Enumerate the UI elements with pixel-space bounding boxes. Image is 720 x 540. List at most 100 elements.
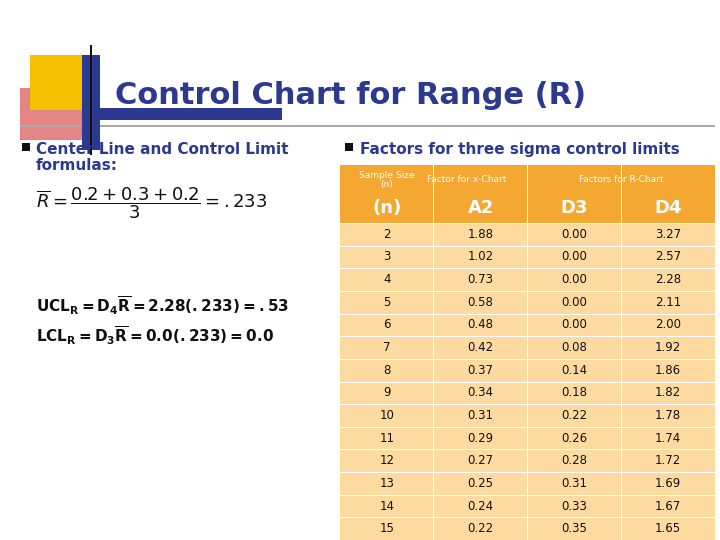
Bar (340, 381, 715, 382)
Text: 11: 11 (379, 431, 395, 444)
Text: 15: 15 (379, 522, 395, 535)
Text: D3: D3 (561, 199, 588, 217)
Text: 0.37: 0.37 (467, 363, 494, 377)
Bar (340, 427, 715, 428)
Text: 0.48: 0.48 (467, 319, 494, 332)
Text: Center Line and Control Limit: Center Line and Control Limit (36, 142, 289, 157)
Bar (340, 427, 715, 449)
Text: 0.31: 0.31 (562, 477, 588, 490)
Text: 0.29: 0.29 (467, 431, 494, 444)
Bar (340, 246, 715, 247)
Text: 0.00: 0.00 (562, 273, 588, 286)
Text: 0.00: 0.00 (562, 296, 588, 309)
Bar (340, 336, 715, 359)
Text: 14: 14 (379, 500, 395, 512)
Text: 1.78: 1.78 (655, 409, 681, 422)
Text: Sample Size: Sample Size (359, 171, 415, 179)
Bar (90, 45, 92, 155)
Bar (340, 314, 715, 336)
Text: Factors for three sigma control limits: Factors for three sigma control limits (360, 142, 680, 157)
Bar (340, 268, 715, 269)
Text: 0.00: 0.00 (562, 319, 588, 332)
Text: Factor for x-Chart: Factor for x-Chart (427, 174, 506, 184)
Text: 0.00: 0.00 (562, 228, 588, 241)
Bar (340, 517, 715, 518)
Bar (340, 291, 715, 292)
Bar (82, 108, 282, 120)
Bar (340, 472, 715, 495)
Bar (340, 314, 715, 315)
Text: 12: 12 (379, 454, 395, 467)
Bar (340, 517, 715, 540)
Text: $\overline{R} = \dfrac{0.2 + 0.3 + 0.2}{3} = .233$: $\overline{R} = \dfrac{0.2 + 0.3 + 0.2}{… (36, 185, 267, 221)
Text: Control Chart for Range (R): Control Chart for Range (R) (115, 80, 586, 110)
Text: 0.18: 0.18 (562, 386, 588, 399)
Text: 2: 2 (383, 228, 391, 241)
Bar (340, 495, 715, 496)
Text: 0.34: 0.34 (467, 386, 494, 399)
Text: 2.00: 2.00 (655, 319, 681, 332)
Text: 1.02: 1.02 (467, 251, 494, 264)
Text: 9: 9 (383, 386, 391, 399)
Text: (n): (n) (372, 199, 402, 217)
Text: $\mathbf{UCL_R = D_4\overline{R} = 2.28(.233) = .53}$: $\mathbf{UCL_R = D_4\overline{R} = 2.28(… (36, 295, 289, 318)
Bar (340, 359, 715, 360)
Text: 0.42: 0.42 (467, 341, 494, 354)
Text: 4: 4 (383, 273, 391, 286)
Bar (340, 223, 715, 246)
Text: 1.74: 1.74 (655, 431, 681, 444)
Bar (340, 336, 715, 337)
Text: 0.22: 0.22 (562, 409, 588, 422)
Text: 1.67: 1.67 (655, 500, 681, 512)
Bar (345, 143, 353, 151)
Bar (340, 449, 715, 472)
Bar (340, 381, 715, 404)
Text: 8: 8 (383, 363, 390, 377)
Bar (340, 246, 715, 268)
Bar (621, 165, 622, 540)
Bar (340, 359, 715, 381)
Text: 0.28: 0.28 (562, 454, 588, 467)
Text: 5: 5 (383, 296, 390, 309)
Text: 3: 3 (383, 251, 390, 264)
Bar (340, 404, 715, 427)
Bar (340, 165, 715, 193)
Bar (20, 88, 82, 140)
Bar (340, 291, 715, 314)
Text: 6: 6 (383, 319, 391, 332)
Text: 3.27: 3.27 (655, 228, 681, 241)
Text: 1.86: 1.86 (655, 363, 681, 377)
Bar (340, 449, 715, 450)
Bar (340, 404, 715, 405)
Text: (n): (n) (380, 179, 393, 188)
Text: D4: D4 (654, 199, 682, 217)
Text: 0.35: 0.35 (562, 522, 588, 535)
Text: 1.82: 1.82 (655, 386, 681, 399)
Text: 0.73: 0.73 (467, 273, 494, 286)
Bar (30, 55, 92, 110)
Text: 1.88: 1.88 (467, 228, 494, 241)
Text: 0.25: 0.25 (467, 477, 494, 490)
Text: 0.00: 0.00 (562, 251, 588, 264)
Bar (340, 268, 715, 291)
Text: 1.92: 1.92 (655, 341, 681, 354)
Text: A2: A2 (467, 199, 494, 217)
Text: 13: 13 (379, 477, 395, 490)
Text: 0.22: 0.22 (467, 522, 494, 535)
Text: 0.08: 0.08 (562, 341, 588, 354)
Bar (20, 125, 715, 127)
Text: 1.69: 1.69 (655, 477, 681, 490)
Text: 2.28: 2.28 (655, 273, 681, 286)
Text: 0.24: 0.24 (467, 500, 494, 512)
Text: 0.31: 0.31 (467, 409, 494, 422)
Text: 2.11: 2.11 (655, 296, 681, 309)
Text: 10: 10 (379, 409, 395, 422)
Bar (340, 495, 715, 517)
Bar (433, 165, 434, 540)
Text: 0.58: 0.58 (468, 296, 494, 309)
Text: Factors for R-Chart: Factors for R-Chart (579, 174, 664, 184)
Bar (527, 165, 528, 540)
Text: 7: 7 (383, 341, 391, 354)
Bar (22, 143, 30, 151)
Text: 0.14: 0.14 (562, 363, 588, 377)
